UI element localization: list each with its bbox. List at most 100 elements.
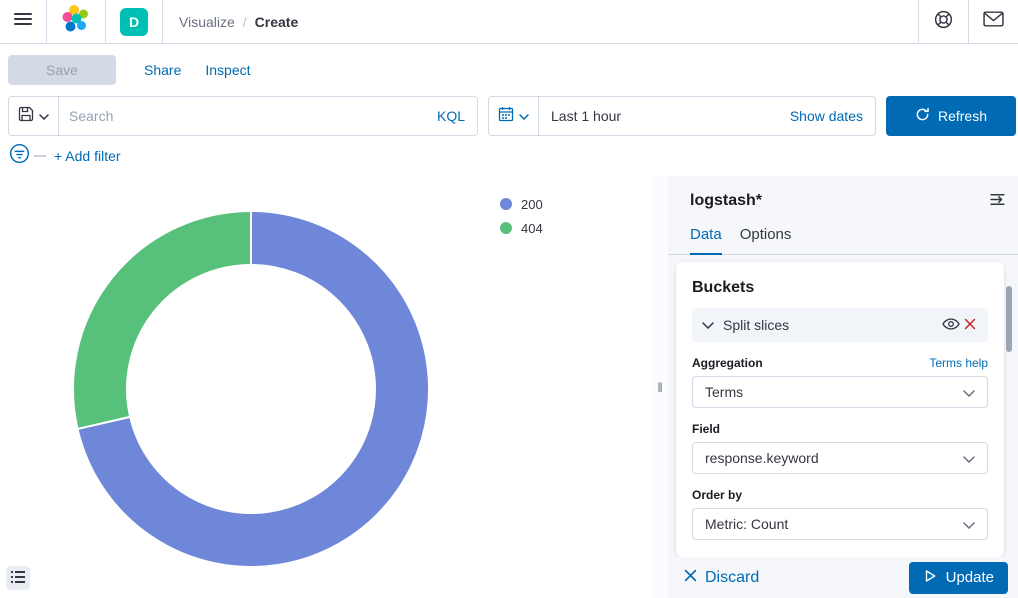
play-icon: [923, 569, 937, 587]
legend-item[interactable]: 404: [500, 216, 543, 240]
pinned-filters-button[interactable]: [8, 143, 30, 169]
breadcrumb-visualize[interactable]: Visualize: [179, 13, 235, 30]
chart-legend: 200 404: [500, 192, 543, 240]
filter-pin-divider: [34, 155, 46, 157]
filter-icon: [9, 143, 30, 169]
legend-label: 404: [521, 220, 543, 236]
sidebar-tabs: Data Options: [668, 226, 1018, 255]
index-pattern-title: logstash*: [690, 192, 763, 209]
legend-item[interactable]: 200: [500, 192, 543, 216]
legend-toggle-button[interactable]: [6, 566, 30, 590]
legend-label: 200: [521, 196, 543, 212]
header-divider: [918, 0, 919, 43]
buckets-card: Buckets Split slices: [676, 262, 1004, 557]
chart-area: 200 404: [0, 176, 652, 598]
show-dates-link[interactable]: Show dates: [789, 108, 863, 124]
search-control: KQL: [8, 96, 478, 136]
refresh-button[interactable]: Refresh: [886, 96, 1016, 136]
space-switcher[interactable]: D: [106, 0, 162, 43]
share-link[interactable]: Share: [144, 62, 182, 78]
update-label: Update: [945, 569, 994, 586]
order-by-label-row: Order by: [692, 488, 988, 502]
breadcrumb: Visualize / Create: [163, 0, 302, 43]
breadcrumb-create: Create: [254, 13, 299, 30]
save-button[interactable]: Save: [8, 55, 116, 85]
discard-button[interactable]: Discard: [684, 569, 759, 587]
chevron-down-icon: [39, 107, 49, 125]
header-divider: [46, 0, 47, 43]
header-left: D Visualize / Create: [0, 0, 302, 43]
aggregation-select[interactable]: Terms: [692, 376, 988, 408]
chevron-down-icon: [519, 107, 529, 125]
header-divider: [968, 0, 969, 43]
sidebar-title-row: logstash*: [690, 189, 1008, 213]
time-range-value[interactable]: Last 1 hour: [551, 108, 622, 124]
order-by-value: Metric: Count: [705, 516, 789, 532]
chevron-down-icon: [702, 316, 714, 334]
toggle-visibility-button[interactable]: [940, 316, 962, 335]
pie-slice-404[interactable]: [72, 209, 252, 431]
vis-editor-sidebar: logstash* Data Options Buckets Split sl: [668, 176, 1018, 598]
elastic-logo-icon: [61, 4, 91, 39]
tab-options[interactable]: Options: [739, 226, 792, 243]
field-value: response.keyword: [705, 450, 819, 466]
resize-handle-icon: ‖: [657, 379, 663, 395]
help-button[interactable]: [919, 0, 968, 43]
buckets-heading: Buckets: [692, 279, 755, 296]
refresh-icon: [915, 107, 930, 125]
aggregation-value: Terms: [705, 384, 744, 400]
save-query-icon: [18, 106, 34, 127]
tab-data[interactable]: Data: [690, 226, 722, 255]
chevron-down-icon: [963, 516, 975, 532]
menu-button[interactable]: [0, 0, 46, 43]
inspect-link[interactable]: Inspect: [205, 62, 251, 78]
close-icon: [684, 569, 697, 587]
search-input[interactable]: [59, 97, 437, 135]
legend-dot-icon: [500, 198, 512, 210]
menu-icon: [14, 12, 32, 31]
main-content: 200 404 ‖ logstash* Data Options: [0, 176, 1018, 598]
collapse-sidebar-icon: [989, 191, 1006, 211]
order-by-select[interactable]: Metric: Count: [692, 508, 988, 540]
pie-slice-200[interactable]: [76, 209, 430, 568]
field-select[interactable]: response.keyword: [692, 442, 988, 474]
sidebar-scrollbar[interactable]: [1006, 286, 1012, 352]
action-bar: Save Share Inspect: [0, 45, 1018, 95]
filter-bar: + Add filter: [0, 137, 1018, 175]
newsfeed-button[interactable]: [969, 0, 1018, 43]
panel-resizer[interactable]: ‖: [652, 176, 668, 598]
aggregation-label-row: Aggregation Terms help: [692, 356, 988, 370]
update-button[interactable]: Update: [908, 561, 1008, 594]
field-label-row: Field: [692, 422, 988, 436]
remove-bucket-button[interactable]: [962, 316, 978, 335]
terms-help-link[interactable]: Terms help: [929, 356, 988, 370]
discard-label: Discard: [705, 568, 760, 586]
date-quick-select-button[interactable]: [489, 97, 539, 135]
header-divider: [105, 0, 106, 43]
order-by-label: Order by: [692, 488, 743, 502]
calendar-icon: [498, 106, 514, 127]
split-slices-accordion[interactable]: Split slices: [692, 308, 988, 342]
header-divider: [162, 0, 163, 43]
mail-icon: [983, 11, 1004, 32]
chevron-down-icon: [963, 384, 975, 400]
breadcrumb-separator: /: [242, 13, 247, 30]
help-icon: [933, 9, 954, 35]
aggregation-label: Aggregation: [692, 356, 763, 370]
close-icon: [964, 318, 976, 333]
add-filter-link[interactable]: + Add filter: [54, 148, 121, 164]
refresh-label: Refresh: [937, 108, 988, 124]
kql-toggle[interactable]: KQL: [436, 108, 465, 124]
query-bar: KQL Last 1 hour Show dates Refresh: [0, 95, 1018, 137]
collapse-sidebar-button[interactable]: [987, 189, 1008, 213]
date-picker-control: Last 1 hour Show dates: [488, 96, 876, 136]
top-header: D Visualize / Create: [0, 0, 1018, 44]
donut-chart: [72, 209, 430, 568]
sidebar-footer: Discard Update: [668, 557, 1018, 598]
list-icon: [11, 570, 25, 586]
saved-query-button[interactable]: [9, 97, 59, 135]
space-badge: D: [120, 7, 148, 36]
elastic-logo[interactable]: [47, 0, 105, 43]
field-label: Field: [692, 422, 721, 436]
